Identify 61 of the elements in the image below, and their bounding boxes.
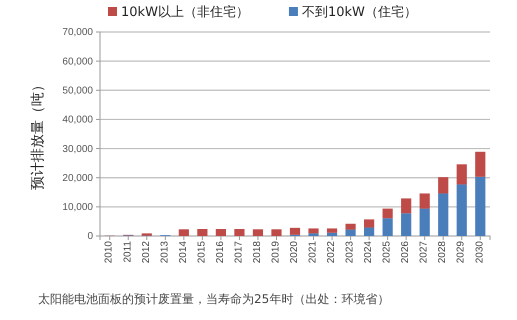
bar bbox=[326, 232, 338, 236]
x-tick-label: 2018 bbox=[252, 240, 263, 264]
bar bbox=[438, 177, 448, 194]
x-tick-label: 2017 bbox=[233, 240, 244, 264]
x-tick-label: 2015 bbox=[196, 240, 208, 264]
bar bbox=[364, 228, 374, 236]
x-tick-label: 2011 bbox=[122, 240, 134, 263]
bar bbox=[216, 229, 226, 236]
text: 太阳能电池面板的预计废置量，当寿命为25年时（出处：环境省） bbox=[38, 292, 390, 306]
x-tick-label: 2014 bbox=[178, 240, 189, 264]
x-tick-label: 2023 bbox=[344, 240, 356, 264]
bar bbox=[382, 218, 393, 236]
bar bbox=[142, 233, 152, 236]
bar bbox=[456, 184, 467, 236]
x-tick-label: 2028 bbox=[437, 240, 448, 264]
y-tick-label: 30,000 bbox=[62, 144, 94, 155]
x-tick-label: 2029 bbox=[456, 240, 467, 264]
bar bbox=[364, 219, 374, 228]
bar bbox=[382, 208, 393, 218]
x-tick-label: 2013 bbox=[159, 240, 170, 264]
bar bbox=[290, 228, 300, 235]
y-tick-label: 60,000 bbox=[62, 56, 94, 68]
bar bbox=[345, 230, 356, 236]
bar bbox=[234, 229, 245, 236]
y-tick-label: 70,000 bbox=[62, 27, 94, 38]
x-tick-label: 2022 bbox=[326, 240, 338, 264]
x-tick-label: 2030 bbox=[474, 240, 486, 264]
x-tick-label: 2016 bbox=[214, 240, 226, 264]
bar bbox=[456, 164, 467, 184]
x-tick-label: 2024 bbox=[363, 240, 374, 264]
x-tick-label: 2012 bbox=[140, 240, 152, 264]
bar bbox=[252, 229, 264, 236]
bar bbox=[401, 198, 412, 214]
bar bbox=[420, 193, 430, 209]
bar bbox=[178, 229, 189, 236]
legend-label: 10kW以上（非住宅） bbox=[121, 4, 249, 20]
x-tick-label: 2010 bbox=[104, 240, 115, 264]
bar bbox=[475, 176, 486, 236]
x-tick-label: 2027 bbox=[418, 240, 430, 264]
y-tick-label: 20,000 bbox=[62, 172, 94, 184]
bar bbox=[345, 224, 356, 230]
y-tick-label: 50,000 bbox=[62, 85, 94, 96]
y-tick-label: 40,000 bbox=[62, 114, 94, 126]
legend-label: 不到10kW（住宅） bbox=[302, 4, 417, 20]
bar bbox=[308, 228, 319, 234]
bar bbox=[271, 229, 282, 236]
bar bbox=[308, 233, 319, 236]
bar bbox=[438, 193, 448, 236]
bar bbox=[197, 229, 208, 236]
y-tick-label: 0 bbox=[87, 231, 94, 242]
y-axis-title: 预计排放量（吨） bbox=[30, 78, 46, 190]
x-tick-label: 2019 bbox=[270, 240, 282, 264]
bar bbox=[420, 208, 430, 236]
bar bbox=[475, 152, 486, 177]
y-tick-label: 10,000 bbox=[62, 202, 94, 214]
x-tick-label: 2026 bbox=[400, 240, 412, 264]
x-tick-label: 2021 bbox=[308, 240, 319, 264]
bar bbox=[326, 228, 338, 233]
x-tick-label: 2025 bbox=[382, 240, 393, 264]
x-tick-label: 2020 bbox=[289, 240, 300, 264]
bar bbox=[401, 213, 412, 236]
